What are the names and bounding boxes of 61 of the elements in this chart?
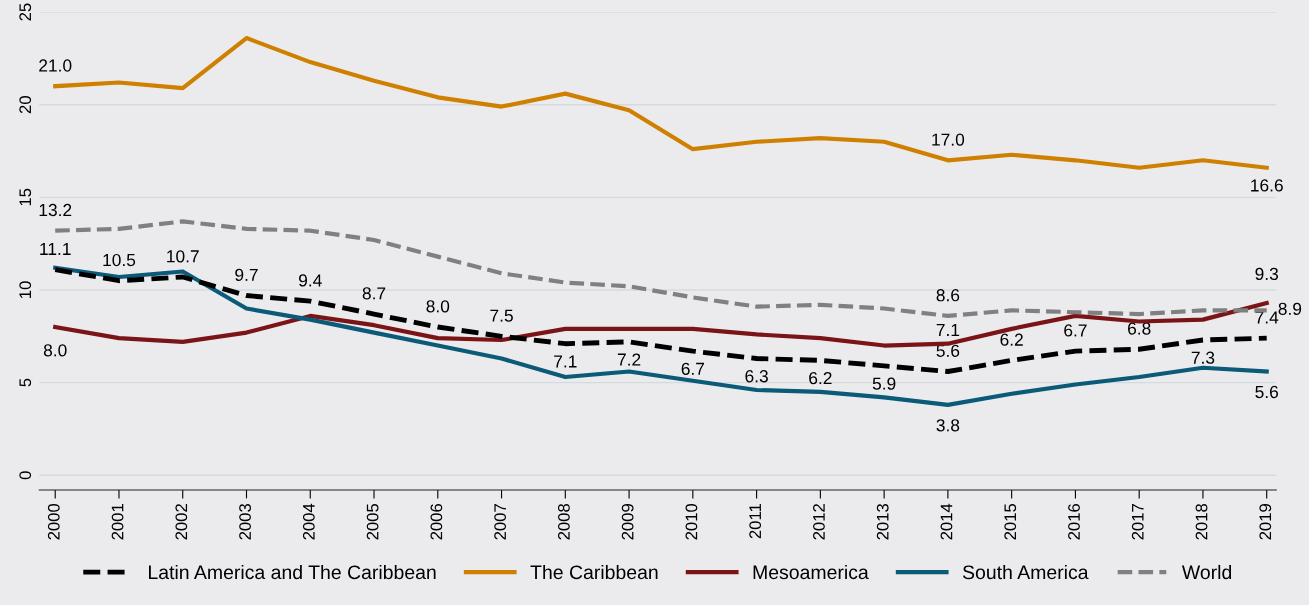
y-tick-label: 25	[19, 3, 32, 21]
data-label: 6.3	[745, 370, 768, 383]
x-tick-label: 2008	[557, 503, 570, 540]
data-label: 6.7	[681, 362, 705, 375]
legend-label: The Caribbean	[530, 564, 658, 580]
legend-label: Mesoamerica	[753, 564, 869, 580]
x-tick-label: 2005	[366, 503, 379, 540]
data-label: 16.6	[1251, 179, 1283, 192]
data-label: 7.5	[490, 309, 513, 322]
data-label: 21.0	[39, 59, 72, 72]
x-tick-label: 2016	[1068, 503, 1080, 540]
x-tick-label: 2006	[430, 503, 443, 540]
data-label: 8.6	[936, 289, 960, 302]
data-label: 6.8	[1128, 322, 1151, 335]
data-label: 8.9	[1278, 302, 1302, 316]
data-label: 7.1	[554, 355, 577, 368]
data-label: 13.2	[39, 203, 72, 217]
data-label: 8.0	[426, 300, 450, 313]
x-tick-label: 2009	[621, 504, 634, 540]
data-label: 17.0	[932, 133, 965, 146]
y-tick-label: 0	[19, 471, 32, 480]
data-label: 10.7	[167, 250, 199, 263]
data-label: 7.1	[936, 323, 960, 336]
y-tick-label: 10	[19, 281, 32, 298]
data-label: 5.9	[872, 377, 896, 390]
data-label: 5.6	[936, 344, 960, 357]
legend-label: World	[1181, 564, 1232, 580]
x-tick-label: 2010	[685, 503, 698, 540]
x-tick-label: 2001	[111, 504, 124, 540]
data-label: 7.2	[617, 353, 641, 366]
x-tick-label: 2013	[876, 503, 889, 540]
legend-label: South America	[962, 564, 1089, 580]
data-label: 3.8	[936, 419, 960, 432]
y-tick-label: 15	[19, 188, 32, 206]
x-tick-label: 2015	[1004, 503, 1017, 540]
data-label: 9.4	[299, 274, 322, 287]
y-tick-label: 5	[19, 378, 32, 387]
x-tick-label: 2014	[940, 503, 953, 540]
x-tick-label: 2002	[175, 504, 188, 540]
x-tick-label: 2003	[239, 503, 251, 540]
data-label: 6.7	[1064, 324, 1087, 337]
data-label: 8.0	[43, 344, 67, 357]
data-label: 7.3	[1191, 351, 1215, 364]
data-label: 9.7	[235, 268, 258, 281]
data-label: 10.5	[103, 253, 136, 267]
data-label: 9.3	[1255, 267, 1279, 281]
x-tick-label: 2017	[1131, 504, 1144, 540]
x-tick-label: 2018	[1195, 503, 1208, 540]
y-tick-label: 20	[19, 96, 32, 114]
data-label: 11.1	[40, 242, 71, 255]
x-tick-label: 2004	[302, 503, 315, 540]
x-tick-label: 2019	[1259, 504, 1272, 540]
x-tick-label: 2000	[47, 503, 60, 540]
data-label: 6.2	[809, 371, 832, 385]
x-tick-label: 2012	[813, 504, 825, 540]
x-tick-label: 2011	[749, 504, 762, 539]
data-label: 5.6	[1255, 385, 1279, 399]
data-label: 6.2	[1000, 333, 1023, 346]
x-tick-label: 2007	[494, 504, 507, 540]
data-label: 8.7	[362, 287, 386, 300]
legend-label: Latin America and The Caribbean	[149, 564, 436, 580]
